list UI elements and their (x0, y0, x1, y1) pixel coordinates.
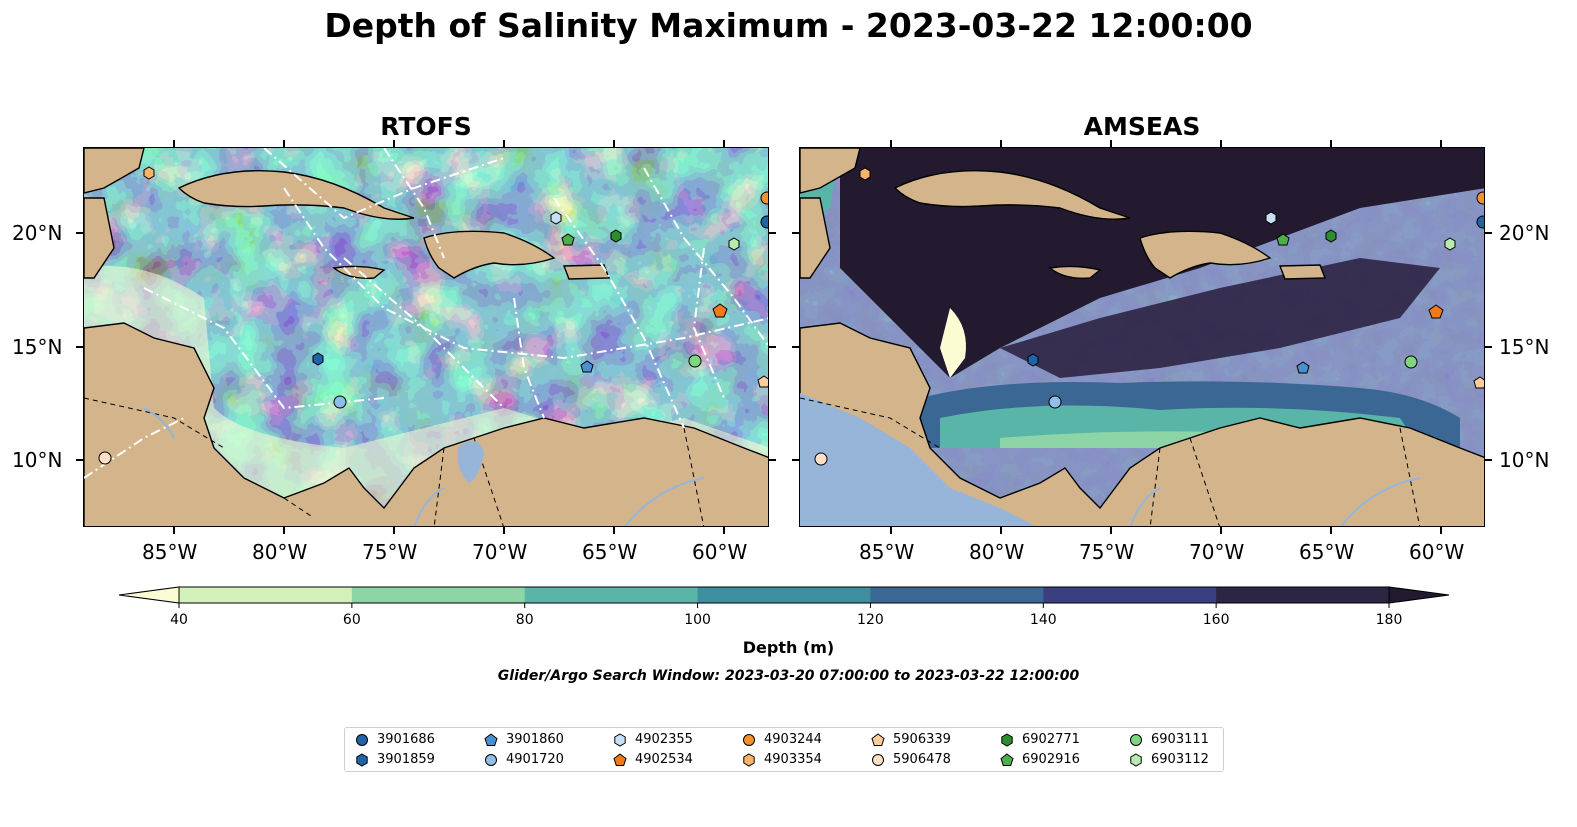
lon-tick-label: 70°W (1189, 540, 1245, 564)
legend-label: 4903244 (764, 732, 822, 747)
figure-title: Depth of Salinity Maximum - 2023-03-22 1… (324, 6, 1253, 45)
legend-item: 6903112 (1129, 752, 1209, 767)
colorbar-tick-label: 140 (1029, 612, 1057, 628)
legend-label: 4901720 (506, 752, 564, 767)
colorbar-segment (870, 587, 1044, 603)
colorbar-segment (1216, 587, 1390, 603)
colorbar-tick-label: 60 (342, 612, 361, 628)
lat-tick-label: 15°N (1499, 335, 1550, 359)
legend-label: 4903354 (764, 752, 822, 767)
legend-item: 6903111 (1129, 732, 1209, 747)
legend-item: 3901686 (355, 732, 435, 747)
colorbar-tick-label: 120 (857, 612, 884, 628)
lon-tick-label: 60°W (692, 540, 748, 564)
colorbar-extend-high (1388, 586, 1450, 604)
colorbar-segment (1043, 587, 1217, 603)
legend-label: 4902355 (635, 732, 693, 747)
lon-tick-label: 65°W (582, 540, 638, 564)
legend-item: 3901859 (355, 752, 435, 767)
colorbar-segment (524, 587, 699, 603)
search-window-subtitle: Glider/Argo Search Window: 2023-03-20 07… (497, 668, 1080, 684)
lat-tick-label: 20°N (1499, 221, 1550, 245)
legend-item: 6902771 (1000, 732, 1080, 747)
colorbar-tick-label: 40 (170, 612, 188, 628)
colorbar-segment (351, 587, 526, 603)
legend-circle-icon (356, 733, 368, 746)
lon-tick-label: 65°W (1299, 540, 1355, 564)
lon-tick-label: 80°W (252, 540, 308, 564)
legend-pentagon-icon (613, 752, 627, 766)
legend-item: 4903354 (742, 752, 822, 767)
colorbar-extend-low (118, 586, 180, 604)
legend: 3901686 3901859 3901860 4901720 4902355 49025… (344, 727, 1224, 772)
legend-label: 5906478 (893, 752, 951, 767)
legend-label: 3901860 (506, 732, 564, 747)
legend-label: 3901686 (377, 732, 435, 747)
legend-item: 4902534 (613, 752, 693, 767)
legend-pentagon-icon (1000, 752, 1014, 766)
colorbar-tick-label: 180 (1375, 612, 1403, 628)
lat-tick-label: 20°N (12, 221, 63, 245)
lat-tick-label: 15°N (12, 335, 63, 359)
colorbar-label: Depth (m) (742, 638, 835, 657)
colorbar-tick-label: 100 (684, 612, 711, 628)
map-rtofs (83, 147, 769, 527)
legend-label: 5906339 (893, 732, 951, 747)
lat-tick-label: 10°N (12, 448, 63, 472)
legend-pentagon-icon (871, 732, 885, 746)
colorbar-outline (178, 586, 1390, 604)
legend-hexagon-icon (1130, 752, 1142, 767)
colorbar-segment (179, 587, 353, 603)
legend-item: 3901860 (484, 732, 564, 747)
legend-hexagon-icon (743, 752, 755, 767)
panel-title-amseas: AMSEAS (1083, 112, 1201, 141)
colorbar-tick-label: 160 (1202, 612, 1230, 628)
lon-tick-label: 85°W (859, 540, 915, 564)
legend-circle-icon (872, 753, 884, 766)
legend-label: 3901859 (377, 752, 435, 767)
colorbar-segment (697, 587, 871, 603)
lon-tick-label: 70°W (472, 540, 528, 564)
legend-circle-icon (1130, 733, 1142, 746)
legend-label: 6902916 (1022, 752, 1080, 767)
legend-label: 6902771 (1022, 732, 1080, 747)
legend-hexagon-icon (356, 752, 368, 767)
colorbar-tick-label: 80 (515, 612, 534, 628)
legend-item: 5906339 (871, 732, 951, 747)
legend-item: 4902355 (613, 732, 693, 747)
map-amseas (799, 147, 1485, 527)
legend-item: 4901720 (484, 752, 564, 767)
legend-item: 6902916 (1000, 752, 1080, 767)
panel-title-rtofs: RTOFS (380, 112, 472, 141)
legend-pentagon-icon (484, 732, 498, 746)
lat-tick-label: 10°N (1499, 448, 1550, 472)
legend-label: 6903111 (1151, 732, 1209, 747)
lon-tick-label: 75°W (1079, 540, 1135, 564)
legend-hexagon-icon (614, 732, 626, 747)
lon-tick-label: 80°W (969, 540, 1025, 564)
legend-circle-icon (743, 733, 755, 746)
legend-item: 5906478 (871, 752, 951, 767)
lon-tick-label: 85°W (142, 540, 198, 564)
legend-label: 4902534 (635, 752, 693, 767)
legend-item: 4903244 (742, 732, 822, 747)
legend-label: 6903112 (1151, 752, 1209, 767)
lon-tick-label: 60°W (1409, 540, 1465, 564)
lon-tick-label: 75°W (362, 540, 418, 564)
legend-hexagon-icon (1001, 732, 1013, 747)
legend-circle-icon (485, 753, 497, 766)
